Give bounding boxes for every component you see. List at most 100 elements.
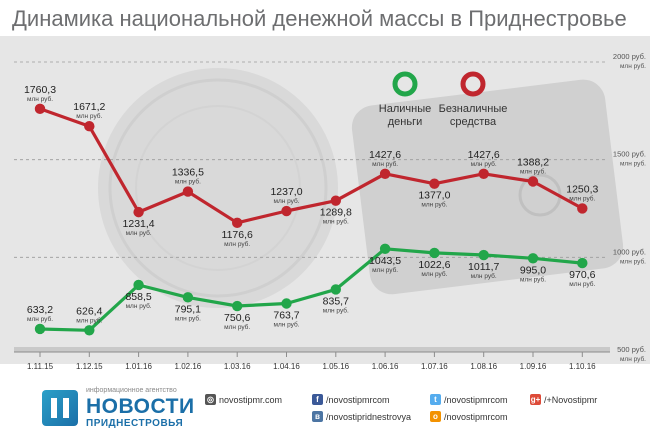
x-tick-label: 1.11.15 — [27, 362, 54, 371]
data-point — [232, 300, 243, 312]
data-point — [281, 298, 292, 309]
link-website-label: novostipmr.com — [219, 395, 283, 405]
data-label-unit: млн руб. — [372, 160, 398, 168]
data-label-unit: млн руб. — [273, 197, 299, 205]
x-tick-label: 1.01.16 — [125, 362, 152, 371]
data-label: 1043,5 — [369, 255, 401, 267]
data-label: 795,1 — [175, 303, 201, 315]
data-label: 1289,8 — [320, 207, 352, 219]
data-label: 858,5 — [125, 291, 151, 303]
x-tick-label: 1.09.16 — [520, 362, 547, 371]
globe-icon: ◎ — [205, 394, 216, 405]
line-chart: 2000 руб.млн руб.1500 руб.млн руб.1000 р… — [0, 36, 650, 371]
data-label: 1427,6 — [468, 149, 500, 161]
data-label: 970,6 — [569, 269, 595, 281]
data-label-unit: млн руб. — [224, 240, 250, 248]
data-point — [577, 257, 588, 269]
y-tick-sublabel: млн руб. — [620, 355, 646, 363]
data-label: 1231,4 — [123, 218, 155, 230]
data-point — [84, 121, 95, 132]
twitter-icon: t — [430, 394, 441, 405]
y-tick-sublabel: млн руб. — [620, 257, 646, 265]
data-point — [330, 195, 341, 206]
data-label-unit: млн руб. — [126, 229, 152, 237]
legend-marker — [460, 71, 486, 97]
odnoklassniki-icon: о — [430, 411, 441, 422]
data-point — [330, 284, 341, 295]
link-vk[interactable]: в/novostipridnestrovya — [312, 411, 411, 423]
data-point — [84, 325, 95, 336]
y-tick-sublabel: млн руб. — [620, 160, 646, 168]
data-label: 995,0 — [520, 264, 546, 276]
facebook-icon: f — [312, 394, 323, 405]
y-tick-sublabel: млн руб. — [620, 62, 646, 70]
y-tick-label: 2000 руб. — [613, 52, 646, 61]
data-point — [577, 203, 588, 214]
data-label-unit: млн руб. — [27, 315, 53, 323]
x-tick-label: 1.08.16 — [470, 362, 497, 371]
vk-icon: в — [312, 411, 323, 422]
data-label-unit: млн руб. — [520, 275, 546, 283]
data-label-unit: млн руб. — [520, 168, 546, 176]
data-label-unit: млн руб. — [471, 160, 497, 168]
data-label-unit: млн руб. — [323, 218, 349, 226]
y-tick-label: 1000 руб. — [613, 247, 646, 256]
data-label-unit: млн руб. — [76, 112, 102, 120]
x-tick-label: 1.04.16 — [273, 362, 300, 371]
data-label: 1237,0 — [270, 186, 302, 198]
data-point — [527, 176, 539, 187]
series-line — [39, 247, 583, 332]
data-point — [34, 103, 46, 115]
legend-label: средства — [450, 116, 497, 128]
link-facebook[interactable]: f/novostipmrcom — [312, 394, 390, 406]
legend-marker — [392, 71, 418, 97]
link-odnoklassniki-label: /novostipmrcom — [444, 412, 508, 422]
link-facebook-label: /novostipmrcom — [326, 395, 390, 405]
data-label-unit: млн руб. — [27, 95, 53, 103]
data-point — [182, 292, 194, 303]
data-label-unit: млн руб. — [175, 314, 201, 322]
x-tick-label: 1.12.15 — [76, 362, 103, 371]
agency-small-label: информационное агентство — [86, 387, 177, 394]
data-label: 1388,2 — [517, 157, 549, 169]
data-label: 1176,6 — [222, 229, 253, 241]
data-label-unit: млн руб. — [372, 266, 398, 274]
chart-title: Динамика национальной денежной массы в П… — [12, 6, 627, 31]
series-line — [39, 107, 584, 225]
data-label-unit: млн руб. — [421, 201, 447, 209]
legend-label: деньги — [388, 116, 423, 128]
link-odnoklassniki[interactable]: о/novostipmrcom — [430, 411, 508, 423]
data-point — [478, 249, 489, 261]
data-point — [133, 279, 144, 291]
data-label: 1760,3 — [24, 84, 56, 96]
x-tick-label: 1.10.16 — [569, 362, 596, 371]
data-label: 763,7 — [273, 309, 299, 321]
agency-logo-main: НОВОСТИ — [86, 395, 195, 418]
x-tick-label: 1.02.16 — [175, 362, 202, 371]
data-label: 1250,3 — [566, 183, 598, 195]
data-label: 1336,5 — [172, 167, 204, 179]
data-label: 835,7 — [323, 295, 349, 307]
googleplus-icon: g+ — [530, 394, 541, 405]
legend-label: Наличные — [379, 103, 431, 115]
data-label: 626,4 — [76, 305, 102, 317]
data-label-unit: млн руб. — [273, 320, 299, 328]
x-tick-label: 1.05.16 — [322, 362, 349, 371]
x-tick-label: 1.03.16 — [224, 362, 251, 371]
data-point — [429, 178, 440, 189]
data-point — [379, 168, 391, 180]
agency-logo-icon — [42, 390, 78, 426]
data-label: 1022,6 — [418, 259, 450, 271]
link-twitter[interactable]: t/novostipmrcom — [430, 394, 508, 406]
data-label: 1377,0 — [418, 190, 450, 202]
data-label-unit: млн руб. — [421, 270, 447, 278]
link-googleplus[interactable]: g+/+Novostipmr — [530, 394, 597, 406]
y-tick-label: 500 руб. — [617, 345, 646, 354]
data-label-unit: млн руб. — [569, 194, 595, 202]
link-googleplus-label: /+Novostipmr — [544, 395, 598, 405]
data-point — [281, 205, 292, 217]
data-label: 750,6 — [224, 312, 250, 324]
data-label: 1671,2 — [73, 101, 105, 113]
link-website[interactable]: ◎ novostipmr.com — [205, 394, 282, 406]
